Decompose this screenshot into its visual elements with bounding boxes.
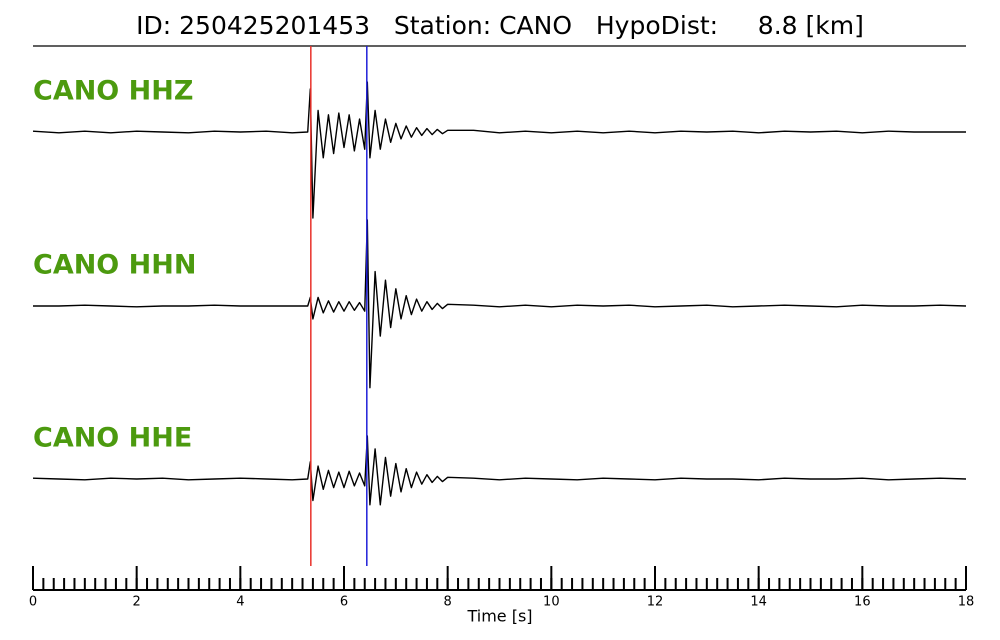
waveform	[32, 81, 966, 219]
x-tick-label: 6	[340, 595, 348, 610]
x-tick-label: 2	[133, 595, 141, 610]
x-tick-label: 8	[444, 595, 452, 610]
trace-label: CANO HHN	[33, 250, 196, 281]
trace-label: CANO HHE	[33, 423, 192, 454]
x-tick-label: 12	[647, 595, 664, 610]
waveform	[32, 435, 967, 506]
x-tick-label: 18	[958, 595, 975, 610]
x-tick-label: 14	[750, 595, 767, 610]
x-axis-label: Time [s]	[466, 607, 532, 626]
trace-label: CANO HHZ	[33, 76, 193, 107]
x-tick-label: 10	[543, 595, 560, 610]
chart-title: ID: 250425201453 Station: CANO HypoDist:…	[136, 11, 864, 40]
x-tick-label: 0	[29, 595, 37, 610]
waveform	[33, 219, 967, 389]
x-tick-label: 4	[236, 595, 244, 610]
x-tick-label: 16	[854, 595, 871, 610]
